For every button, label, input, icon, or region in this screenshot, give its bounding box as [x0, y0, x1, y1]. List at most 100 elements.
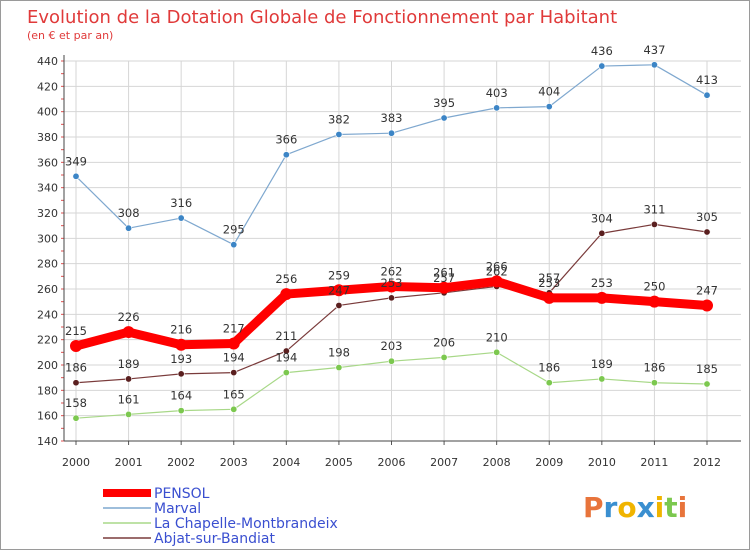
- x-tick-label: 2010: [588, 456, 616, 469]
- data-label-pensol: 215: [65, 324, 87, 338]
- data-label-la-chapelle-montbrandeix: 185: [696, 362, 718, 376]
- legend-label-la-chapelle-montbrandeix: La Chapelle-Montbrandeix: [154, 516, 338, 532]
- data-label-pensol: 217: [223, 321, 245, 335]
- x-tick-label: 2007: [430, 456, 458, 469]
- data-point-pensol: [122, 326, 135, 339]
- data-point-marval: [703, 91, 711, 99]
- y-tick-label: 320: [37, 207, 58, 220]
- data-point-abjat-sur-bandiat: [177, 370, 185, 378]
- chart-subtitle: (en € et par an): [27, 29, 113, 42]
- data-label-abjat-sur-bandiat: 193: [170, 352, 192, 366]
- data-label-marval: 295: [223, 223, 245, 237]
- data-point-abjat-sur-bandiat: [335, 301, 343, 309]
- data-point-la-chapelle-montbrandeix: [282, 369, 290, 377]
- data-label-abjat-sur-bandiat: 247: [328, 283, 350, 297]
- data-label-la-chapelle-montbrandeix: 158: [65, 396, 87, 410]
- data-point-pensol: [385, 280, 398, 293]
- x-tick-label: 2012: [693, 456, 721, 469]
- data-point-abjat-sur-bandiat: [72, 379, 80, 387]
- data-point-marval: [545, 103, 553, 111]
- data-point-pensol: [490, 275, 503, 288]
- data-point-marval: [440, 114, 448, 122]
- data-label-la-chapelle-montbrandeix: 161: [118, 392, 140, 406]
- data-point-marval: [387, 129, 395, 137]
- data-point-pensol: [227, 337, 240, 350]
- data-point-abjat-sur-bandiat: [598, 229, 606, 237]
- data-point-la-chapelle-montbrandeix: [440, 353, 448, 361]
- data-label-marval: 436: [591, 44, 613, 58]
- data-point-pensol: [701, 299, 713, 312]
- data-point-abjat-sur-bandiat: [650, 220, 658, 228]
- data-label-la-chapelle-montbrandeix: 198: [328, 346, 350, 360]
- logo-letter: r: [604, 491, 618, 524]
- x-tick-label: 2004: [272, 456, 300, 469]
- x-tick-label: 2003: [220, 456, 248, 469]
- data-label-la-chapelle-montbrandeix: 189: [591, 357, 613, 371]
- data-label-la-chapelle-montbrandeix: 206: [433, 335, 455, 349]
- series-layer: [70, 61, 713, 422]
- x-tick-label: 2002: [167, 456, 195, 469]
- data-point-la-chapelle-montbrandeix: [335, 364, 343, 372]
- data-point-marval: [335, 130, 343, 138]
- data-label-marval: 349: [65, 154, 87, 168]
- data-label-la-chapelle-montbrandeix: 186: [538, 361, 560, 375]
- data-label-abjat-sur-bandiat: 253: [381, 276, 403, 290]
- logo-letter: P: [583, 491, 604, 524]
- data-point-marval: [177, 214, 185, 222]
- data-point-marval: [230, 241, 238, 249]
- data-point-abjat-sur-bandiat: [125, 375, 133, 383]
- data-label-marval: 382: [328, 112, 350, 126]
- y-tick-label: 180: [37, 384, 58, 397]
- data-label-abjat-sur-bandiat: 189: [118, 357, 140, 371]
- data-point-pensol: [70, 340, 82, 352]
- data-point-abjat-sur-bandiat: [703, 228, 711, 236]
- data-point-marval: [650, 61, 658, 69]
- proxiti-logo-text: Proxiti: [583, 491, 687, 524]
- data-point-pensol: [543, 291, 556, 304]
- data-label-marval: 395: [433, 96, 455, 110]
- axis-layer: 140 160 180 200 220 240 260 280 300 320 340 360 380 4…: [37, 55, 741, 469]
- data-point-abjat-sur-bandiat: [387, 294, 395, 302]
- data-label-abjat-sur-bandiat: 262: [486, 264, 508, 278]
- y-tick-label: 140: [37, 435, 58, 448]
- data-label-abjat-sur-bandiat: 257: [538, 271, 560, 285]
- data-label-pensol: 261: [433, 266, 455, 280]
- data-point-la-chapelle-montbrandeix: [545, 379, 553, 387]
- data-label-pensol: 256: [275, 272, 297, 286]
- data-label-pensol: 259: [328, 268, 350, 282]
- data-label-marval: 413: [696, 73, 718, 87]
- x-tick-label: 2001: [115, 456, 143, 469]
- chart-title: Evolution de la Dotation Globale de Fonc…: [27, 7, 617, 28]
- data-point-pensol: [595, 291, 608, 304]
- x-tick-label: 2008: [483, 456, 511, 469]
- y-tick-label: 420: [37, 80, 58, 93]
- data-point-pensol: [332, 284, 345, 297]
- y-tick-label: 380: [37, 131, 58, 144]
- data-label-la-chapelle-montbrandeix: 186: [643, 361, 665, 375]
- data-point-la-chapelle-montbrandeix: [387, 357, 395, 365]
- data-label-marval: 366: [275, 133, 297, 147]
- data-label-pensol: 262: [381, 264, 403, 278]
- data-label-abjat-sur-bandiat: 186: [65, 361, 87, 375]
- data-point-pensol: [175, 338, 188, 351]
- x-tick-label: 2000: [62, 456, 90, 469]
- y-tick-label: 340: [37, 182, 58, 195]
- data-label-marval: 404: [538, 85, 560, 99]
- data-point-la-chapelle-montbrandeix: [72, 414, 80, 422]
- x-tick-label: 2011: [640, 456, 668, 469]
- proxiti-logo: Proxiti: [583, 491, 687, 524]
- legend-label-marval: Marval: [154, 501, 201, 517]
- data-point-pensol: [648, 295, 661, 308]
- data-point-marval: [72, 172, 80, 180]
- data-point-la-chapelle-montbrandeix: [493, 348, 501, 356]
- data-label-abjat-sur-bandiat: 304: [591, 211, 613, 225]
- data-label-pensol: 253: [591, 276, 613, 290]
- data-label-pensol: 226: [118, 310, 140, 324]
- y-tick-label: 280: [37, 258, 58, 271]
- data-label-la-chapelle-montbrandeix: 194: [275, 351, 297, 365]
- data-label-pensol: 266: [486, 259, 508, 273]
- data-point-marval: [282, 151, 290, 159]
- data-label-marval: 437: [643, 43, 665, 57]
